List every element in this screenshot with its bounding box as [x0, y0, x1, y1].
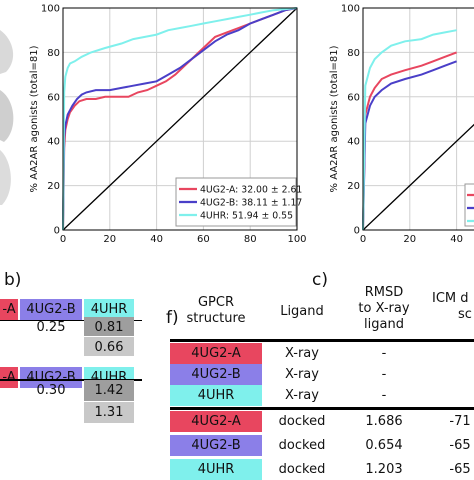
legend [464, 183, 474, 227]
rmsd-cell: 0.654 [365, 438, 403, 453]
table-rule [170, 339, 474, 342]
panel-label-f: f) [166, 308, 179, 328]
table-cell: 0.81 [84, 317, 134, 336]
series-line [62, 7, 298, 231]
icm-score-cell [440, 385, 474, 406]
rmsd-cell: - [381, 367, 387, 382]
header-4ug2-a: -A [0, 367, 18, 388]
random-baseline [62, 7, 298, 231]
x-tick-label: 100 [287, 234, 306, 245]
ligand-cell: X-ray [285, 388, 319, 403]
rmsd-cell: 1.203 [365, 462, 403, 477]
y-axis-label: % AA2AR agonists (total=81) [329, 45, 340, 192]
structure-cell: 4UG2-A [170, 411, 262, 432]
header-4ug2-b: 4UG2-B [20, 367, 82, 388]
y-axis-label: % AA2AR agonists (total=81) [29, 45, 40, 192]
x-tick-label: 40 [450, 234, 463, 245]
structure-cell: 4UG2-A [170, 343, 262, 364]
ligand-cell: X-ray [285, 346, 319, 361]
y-tick-label: 60 [347, 92, 360, 103]
structure-cell: 4UG2-B [170, 364, 262, 385]
random-baseline [362, 123, 474, 231]
legend-label: 4UG2-B: 38.11 ± 1.17 [200, 198, 302, 209]
y-tick-label: 80 [47, 48, 60, 59]
table-cell: 1.31 [84, 402, 134, 423]
x-tick-label: 0 [60, 234, 66, 245]
plot-frame [362, 7, 474, 231]
y-tick-label: 100 [341, 4, 360, 15]
ligand-cell: X-ray [285, 367, 319, 382]
protein-render-fragment [0, 30, 14, 205]
legend-box [464, 183, 474, 227]
structure-cell: 4UHR [170, 459, 262, 480]
panel-label-c: c) [312, 270, 328, 290]
y-tick-label: 20 [347, 181, 360, 192]
structure-cell: 4UHR [170, 385, 262, 406]
legend-label: 4UG2-A: 32.00 ± 2.61 [200, 185, 302, 196]
ligand-cell: docked [278, 414, 326, 429]
series-line [362, 51, 457, 231]
ligand-cell: docked [278, 438, 326, 453]
plot-frame [62, 7, 298, 231]
icm-score-cell: -65 [449, 438, 471, 453]
icm-score-cell: -65 [449, 462, 471, 477]
header-4uhr: 4UHR [84, 299, 134, 320]
y-tick-label: 20 [47, 181, 60, 192]
table-cell: 1.42 [84, 380, 134, 401]
y-tick-label: 0 [354, 226, 360, 237]
table-cell: 0.30 [36, 383, 66, 398]
table-rule [170, 407, 474, 410]
rmsd-cell: 1.686 [365, 414, 403, 429]
y-tick-label: 0 [54, 226, 60, 237]
x-tick-label: 80 [244, 234, 257, 245]
header-4ug2-b: 4UG2-B [20, 299, 82, 320]
y-tick-label: 60 [47, 92, 60, 103]
panel-label-b: b) [4, 270, 22, 290]
table-rule [0, 379, 142, 381]
icm-score-cell [440, 364, 474, 385]
x-tick-label: 20 [403, 234, 416, 245]
legend-label: 4UHR: 51.94 ± 0.55 [200, 211, 293, 222]
header-ligand: Ligand [280, 304, 324, 319]
header-gpcr-structure: GPCR structure [186, 295, 246, 326]
series-line [362, 60, 457, 231]
rmsd-cell: - [381, 388, 387, 403]
series-line [62, 7, 298, 231]
table-cell: 0.25 [36, 320, 66, 335]
icm-score-cell: -71 [449, 414, 471, 429]
rmsd-cell: - [381, 346, 387, 361]
header-rmsd: RMSD to X-ray ligand [358, 285, 410, 332]
series-line [62, 7, 298, 231]
header-icm-score: sc [458, 307, 472, 322]
table-rule [0, 320, 142, 321]
y-tick-label: 40 [47, 137, 60, 148]
icm-score-cell [440, 343, 474, 364]
x-tick-label: 60 [197, 234, 210, 245]
table-cell: 0.66 [84, 337, 134, 356]
y-tick-label: 100 [41, 4, 60, 15]
ligand-cell: docked [278, 462, 326, 477]
x-tick-label: 40 [150, 234, 163, 245]
y-tick-label: 40 [347, 137, 360, 148]
header-4ug2-a: -A [0, 299, 18, 320]
header-icm: ICM d [432, 291, 469, 306]
series-line [362, 29, 457, 231]
structure-cell: 4UG2-B [170, 435, 262, 456]
y-tick-label: 80 [347, 48, 360, 59]
legend: 4UG2-A: 32.00 ± 2.61 4UG2-B: 38.11 ± 1.17… [175, 177, 302, 227]
x-tick-label: 20 [103, 234, 116, 245]
x-tick-label: 0 [360, 234, 366, 245]
